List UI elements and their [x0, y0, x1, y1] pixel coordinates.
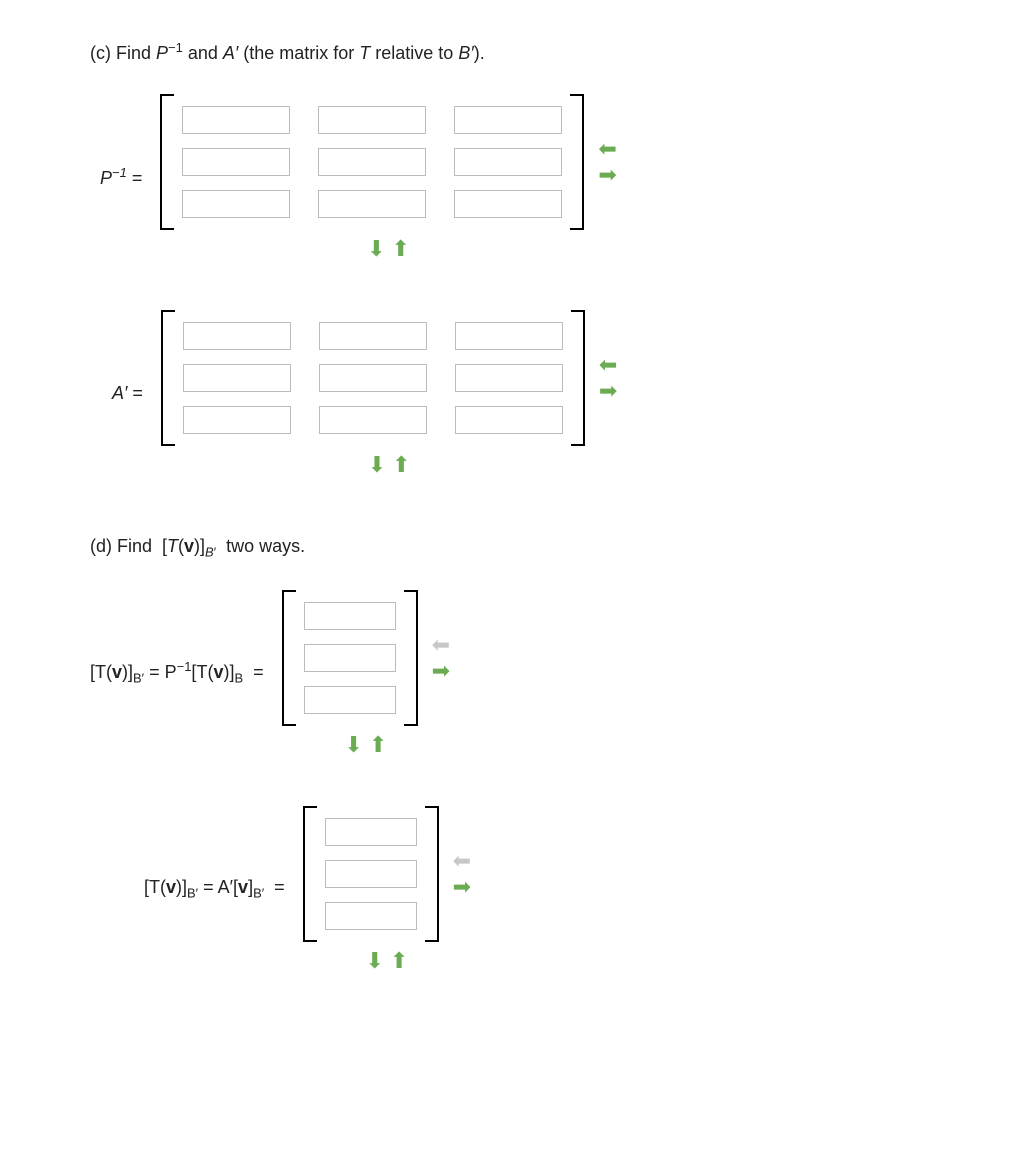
pinv-cell-0-1[interactable]	[318, 106, 426, 134]
remove-col-icon[interactable]: ⬅	[453, 850, 471, 872]
part-d-section: (d) Find [T(v)]B′ two ways. [T(v)]B′ = P…	[90, 536, 997, 972]
bracket-right	[568, 94, 584, 230]
expr2-matrix-group: ⬅ ➡ ⬇ ⬆	[303, 806, 471, 972]
bracket-right	[402, 590, 418, 726]
remove-row-icon[interactable]: ⬆	[392, 238, 410, 260]
add-row-icon[interactable]: ⬇	[368, 454, 386, 476]
pinv-cell-2-1[interactable]	[318, 190, 426, 218]
pinv-cell-2-2[interactable]	[454, 190, 562, 218]
expr1-matrix	[282, 590, 418, 726]
pinv-label: P−1 =	[100, 165, 142, 189]
pinv-row-arrows: ⬇ ⬆	[160, 238, 616, 260]
bracket-left	[160, 94, 176, 230]
aprime-cell-1-1[interactable]	[319, 364, 427, 392]
pinv-matrix	[160, 94, 584, 230]
add-col-icon[interactable]: ➡	[453, 876, 471, 898]
prompt-text: relative to	[370, 43, 458, 63]
pinv-cell-1-2[interactable]	[454, 148, 562, 176]
expr2-row: [T(v)]B′ = A′[v]B′ = ⬅ ➡	[144, 806, 997, 972]
pinv-row: P−1 =	[100, 94, 997, 260]
bracket-left	[303, 806, 319, 942]
sup-neg1: −1	[168, 40, 183, 55]
expr1-col-arrows: ⬅ ➡	[432, 634, 450, 682]
aprime-col-arrows: ⬅ ➡	[599, 354, 617, 402]
remove-row-icon[interactable]: ⬆	[369, 734, 387, 756]
bracket-left	[282, 590, 298, 726]
sup-neg1: −1	[112, 165, 127, 180]
aprime-cells	[177, 310, 569, 446]
remove-col-icon[interactable]: ⬅	[432, 634, 450, 656]
add-row-icon[interactable]: ⬇	[344, 734, 362, 756]
expr1-row: [T(v)]B′ = P−1[T(v)]B = ⬅ ➡	[90, 590, 997, 756]
bracket-right	[569, 310, 585, 446]
pinv-cell-0-0[interactable]	[182, 106, 290, 134]
aprime-cell-0-2[interactable]	[455, 322, 563, 350]
add-col-icon[interactable]: ➡	[599, 380, 617, 402]
expr2-label: [T(v)]B′ = A′[v]B′ =	[144, 877, 285, 901]
expr1-label: [T(v)]B′ = P−1[T(v)]B =	[90, 659, 264, 686]
equals-sign: =	[132, 168, 143, 188]
expr2-cells	[319, 806, 423, 942]
label-aprime: A′	[112, 383, 127, 403]
aprime-cell-1-0[interactable]	[183, 364, 291, 392]
aprime-cell-0-0[interactable]	[183, 322, 291, 350]
add-row-icon[interactable]: ⬇	[367, 238, 385, 260]
part-c-section: (c) Find P−1 and A′ (the matrix for T re…	[90, 40, 997, 476]
pinv-col-arrows: ⬅ ➡	[598, 138, 616, 186]
bracket-right	[423, 806, 439, 942]
expr1-row-arrows: ⬇ ⬆	[282, 734, 450, 756]
pinv-cell-1-1[interactable]	[318, 148, 426, 176]
expr2-col-arrows: ⬅ ➡	[453, 850, 471, 898]
remove-row-icon[interactable]: ⬆	[390, 950, 408, 972]
expr2-matrix	[303, 806, 439, 942]
var-t: T	[359, 43, 370, 63]
aprime-label: A′ =	[112, 383, 143, 404]
add-col-icon[interactable]: ➡	[432, 660, 450, 682]
expr2-cell-2[interactable]	[325, 902, 417, 930]
aprime-cell-2-0[interactable]	[183, 406, 291, 434]
equals-sign: =	[132, 383, 143, 403]
aprime-matrix-group: ⬅ ➡ ⬇ ⬆	[161, 310, 617, 476]
aprime-cell-0-1[interactable]	[319, 322, 427, 350]
expr1-cells	[298, 590, 402, 726]
bracket-left	[161, 310, 177, 446]
expr1-cell-1[interactable]	[304, 644, 396, 672]
prompt-text: and	[183, 43, 223, 63]
prompt-text: ).	[474, 43, 485, 63]
expr1-cell-2[interactable]	[304, 686, 396, 714]
aprime-matrix	[161, 310, 585, 446]
aprime-cell-2-2[interactable]	[455, 406, 563, 434]
remove-row-icon[interactable]: ⬆	[392, 454, 410, 476]
aprime-cell-1-2[interactable]	[455, 364, 563, 392]
var-p: P	[156, 43, 168, 63]
part-d-prompt: (d) Find [T(v)]B′ two ways.	[90, 536, 997, 560]
pinv-cell-0-2[interactable]	[454, 106, 562, 134]
var-bprime: B′	[458, 43, 473, 63]
expr1-cell-0[interactable]	[304, 602, 396, 630]
var-aprime: A′	[223, 43, 238, 63]
pinv-matrix-group: ⬅ ➡ ⬇ ⬆	[160, 94, 616, 260]
pinv-cells	[176, 94, 568, 230]
prompt-text: (c) Find	[90, 43, 156, 63]
prompt-text: (d) Find [T(v)]B′ two ways.	[90, 536, 305, 556]
part-c-prompt: (c) Find P−1 and A′ (the matrix for T re…	[90, 40, 997, 64]
remove-col-icon[interactable]: ⬅	[599, 354, 617, 376]
expr1-matrix-group: ⬅ ➡ ⬇ ⬆	[282, 590, 450, 756]
aprime-row-arrows: ⬇ ⬆	[161, 454, 617, 476]
remove-col-icon[interactable]: ⬅	[598, 138, 616, 160]
aprime-cell-2-1[interactable]	[319, 406, 427, 434]
aprime-row: A′ =	[112, 310, 997, 476]
expr2-cell-0[interactable]	[325, 818, 417, 846]
add-col-icon[interactable]: ➡	[598, 164, 616, 186]
pinv-cell-1-0[interactable]	[182, 148, 290, 176]
label-p: P	[100, 168, 112, 188]
add-row-icon[interactable]: ⬇	[365, 950, 383, 972]
pinv-cell-2-0[interactable]	[182, 190, 290, 218]
prompt-text: (the matrix for	[238, 43, 359, 63]
expr2-cell-1[interactable]	[325, 860, 417, 888]
expr2-row-arrows: ⬇ ⬆	[303, 950, 471, 972]
